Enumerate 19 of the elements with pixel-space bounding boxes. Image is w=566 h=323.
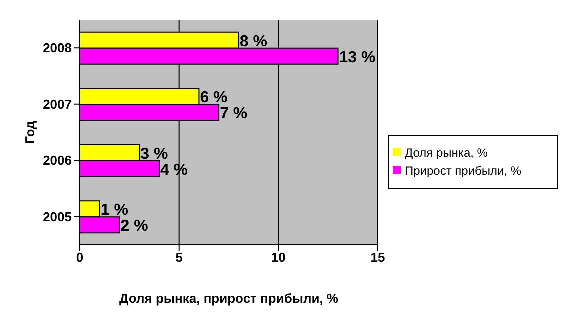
y-tick-label: 2005 (43, 209, 72, 224)
data-label: 7 % (220, 106, 248, 123)
y-tick-label: 2008 (43, 40, 72, 56)
data-label: 13 % (339, 49, 376, 66)
data-label: 2 % (120, 218, 148, 236)
x-tick-label: 10 (271, 250, 286, 266)
legend-label: Доля рынка, % (405, 146, 488, 160)
legend-label: Прирост прибыли, % (405, 164, 522, 178)
data-label: 1 % (100, 202, 128, 220)
x-tick-label: 5 (176, 250, 183, 266)
y-axis-title: Год (22, 120, 38, 144)
x-tick-label: 0 (76, 250, 84, 266)
x-axis-title: Доля рынка, прирост прибыли, % (119, 291, 339, 306)
y-tick-label: 2006 (43, 153, 72, 168)
data-label: 3 % (140, 146, 168, 163)
data-label: 6 % (200, 90, 228, 107)
data-label: 8 % (240, 33, 268, 50)
y-tick-label: 2007 (43, 96, 72, 112)
x-tick-label: 15 (370, 250, 386, 266)
